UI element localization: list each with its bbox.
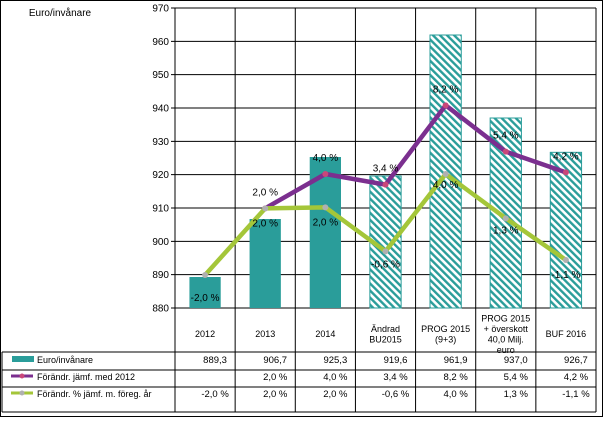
x-tick-label-5-2: 40,0 Milj. (488, 334, 524, 344)
series-2-point-label-0: -2,0 % (191, 293, 220, 304)
y-tick-label-960: 960 (152, 37, 169, 48)
series-2-point-3 (382, 248, 389, 255)
table-cell-2-4: 4,0 % (443, 389, 468, 400)
table-cell-2-2: 2,0 % (323, 389, 348, 400)
table-cell-0-0: 889,3 (203, 355, 227, 366)
series-2-point-2 (322, 204, 329, 211)
y-tick-label-910: 910 (152, 204, 169, 215)
series-2-point-1 (262, 205, 269, 212)
table-cell-1-2: 4,0 % (323, 372, 348, 383)
legend-swatch-bar (12, 356, 34, 362)
series-2-point-label-2: 2,0 % (313, 217, 339, 228)
series-2-point-label-3: -0,6 % (371, 259, 400, 270)
table-cell-2-6: -1,1 % (562, 389, 590, 400)
y-axis-title: Euro/invånare (29, 7, 92, 19)
series-2-point-6 (562, 257, 569, 263)
series-1-point-label-6: 4,2 % (553, 151, 579, 162)
series-line-1 (264, 103, 567, 211)
bar-0 (189, 277, 221, 308)
y-tick-label-920: 920 (152, 170, 169, 181)
y-tick-label-930: 930 (152, 137, 169, 148)
x-tick-label-3-0: Ändrad (371, 324, 400, 334)
table-cell-0-2: 925,3 (323, 355, 347, 366)
x-tick-label-5-1: + överskott (484, 324, 529, 334)
table-cell-2-1: 2,0 % (263, 389, 288, 400)
table-cell-2-3: -0,6 % (382, 389, 410, 400)
table-cell-1-6: 4,2 % (564, 372, 589, 383)
y-tick-label-890: 890 (152, 270, 169, 281)
table-cell-0-3: 919,6 (384, 355, 408, 366)
series-1-point-label-2: 4,0 % (313, 153, 339, 164)
series-1-point-3 (382, 181, 389, 188)
x-tick-label-4-1: (9+3) (435, 334, 456, 344)
series-1-point-4 (442, 102, 449, 109)
series-2-point-label-6: -1,1 % (551, 270, 580, 281)
y-tick-label-940: 940 (152, 104, 169, 115)
bar-6 (549, 151, 583, 309)
x-tick-label-0-0: 2012 (195, 329, 215, 339)
series-2-point-0 (202, 272, 209, 278)
table-cell-2-0: -2,0 % (201, 389, 229, 400)
series-1-point-label-1: 2,0 % (252, 187, 278, 198)
y-tick-label-970: 970 (152, 4, 169, 15)
series-1-point-5 (502, 148, 509, 155)
table-cell-1-3: 3,4 % (383, 372, 408, 383)
series-2-point-label-1: 2,0 % (252, 218, 278, 229)
series-2-point-label-4: 4,0 % (433, 180, 459, 191)
series-2-point-4 (442, 171, 449, 177)
table-cell-0-4: 961,9 (444, 355, 468, 366)
table-cell-1-5: 5,4 % (504, 372, 529, 383)
y-tick-label-900: 900 (152, 237, 169, 248)
x-tick-label-4-0: PROG 2015 (421, 324, 470, 334)
table-cell-0-1: 906,7 (263, 355, 287, 366)
legend-marker-line2 (19, 390, 25, 396)
x-tick-label-3-1: BU2015 (369, 334, 402, 344)
series-2-point-label-5: 1,3 % (493, 225, 519, 236)
series-1-point-label-3: 3,4 % (373, 164, 399, 175)
table-cell-2-5: 1,3 % (504, 389, 529, 400)
x-tick-label-6-0: BUF 2016 (546, 329, 587, 339)
series-1-point-6 (562, 169, 569, 176)
table-cell-1-1: 2,0 % (263, 372, 288, 383)
series-2-point-5 (502, 215, 509, 222)
x-tick-label-1-0: 2013 (255, 329, 275, 339)
legend-label-0: Euro/invånare (37, 355, 93, 365)
table-cell-0-6: 926,7 (564, 355, 588, 366)
bar-1 (249, 219, 281, 308)
series-1-point-label-4: 8,2 % (433, 84, 459, 95)
x-tick-label-2-0: 2014 (315, 329, 335, 339)
x-tick-label-5-3: euro (497, 345, 515, 355)
y-tick-label-880: 880 (152, 304, 169, 315)
y-tick-label-950: 950 (152, 70, 169, 81)
x-tick-label-5-0: PROG 2015 (481, 313, 530, 323)
table-cell-0-5: 937,0 (504, 355, 528, 366)
legend-label-2: Förändr. % jämf. m. föreg. år (37, 389, 152, 399)
table-cell-1-4: 8,2 % (443, 372, 468, 383)
legend-marker-line1 (19, 373, 25, 379)
series-1-point-label-5: 5,4 % (493, 131, 519, 142)
series-1-point-2 (322, 171, 329, 177)
legend-label-1: Förändr. jämf. med 2012 (37, 372, 135, 382)
